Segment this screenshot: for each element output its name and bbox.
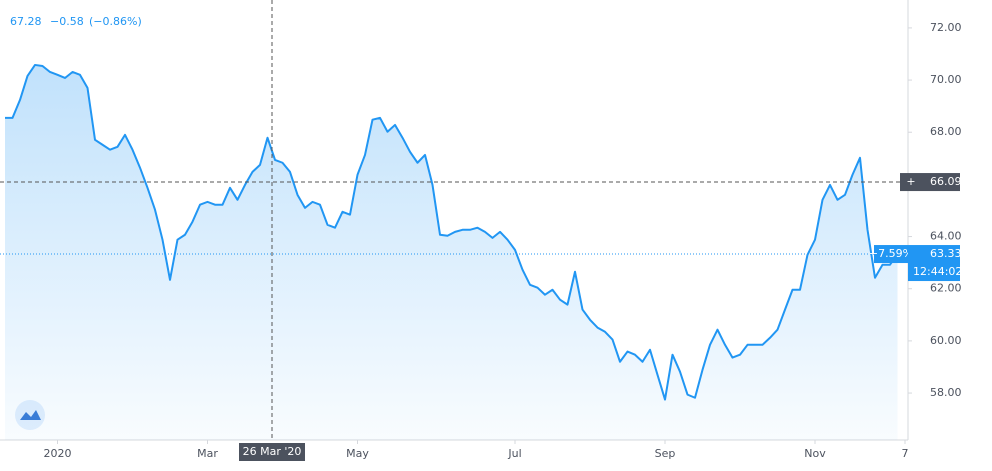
last-price-box xyxy=(908,245,960,282)
last-price: 63.33 xyxy=(930,247,962,260)
crosshair-plus: + xyxy=(906,175,915,188)
y-tick-label: 62.00 xyxy=(930,282,962,295)
crosshair-x-box xyxy=(239,443,305,461)
y-tick-label: 72.00 xyxy=(930,21,962,34)
x-tick-label: May xyxy=(346,447,369,460)
y-tick-label: 58.00 xyxy=(930,386,962,399)
header-change-pct: (−0.86%) xyxy=(89,15,142,28)
price-line xyxy=(5,63,899,401)
y-tick-label: 60.00 xyxy=(930,334,962,347)
y-tick-label: 64.00 xyxy=(930,230,962,243)
x-tick-label: 7 xyxy=(902,447,909,460)
x-tick-label: Mar xyxy=(197,447,218,460)
header-price: 67.28 xyxy=(10,15,42,28)
x-tick-label: Nov xyxy=(804,447,826,460)
header-change: −0.58 xyxy=(50,15,84,28)
crosshair-y-label: 66.09 xyxy=(930,175,962,188)
crosshair-y-box xyxy=(900,173,960,192)
x-tick-label: 2020 xyxy=(44,447,72,460)
x-tick-label: Jul xyxy=(507,447,521,460)
y-tick-label: 68.00 xyxy=(930,125,962,138)
last-time: 12:44:02 xyxy=(913,265,962,278)
x-tick-label: Sep xyxy=(655,447,676,460)
crosshair-x-label: 26 Mar '20 xyxy=(243,445,302,458)
area-fill xyxy=(5,64,898,440)
y-tick-label: 70.00 xyxy=(930,73,962,86)
last-change-box xyxy=(874,245,908,264)
last-change: −7.59% xyxy=(869,247,913,260)
